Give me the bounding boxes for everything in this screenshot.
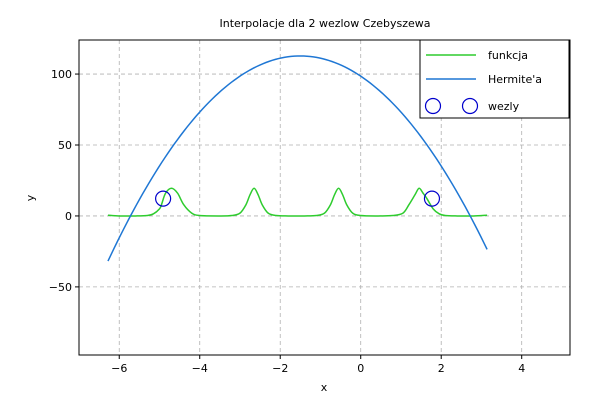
ticks: −6 −4 −2 0 2 4 −50 0 50 100 (49, 68, 525, 375)
x-tick-label: 2 (438, 362, 445, 375)
y-axis-label: y (24, 194, 37, 201)
series-line-hermite (107, 55, 488, 262)
legend-marker (424, 97, 442, 115)
chart-title: Interpolacje dla 2 wezlow Czebyszewa (219, 17, 430, 30)
y-tick-label: 50 (58, 139, 72, 152)
legend-label: funkcja (488, 49, 528, 62)
x-axis-label: x (321, 381, 328, 394)
x-tick-label: 4 (518, 362, 525, 375)
y-tick-label: 100 (51, 68, 72, 81)
node-marker (155, 190, 172, 207)
node-marker (423, 190, 441, 207)
y-tick-label: −50 (49, 281, 72, 294)
legend-label: wezly (488, 100, 520, 113)
x-tick-label: −6 (111, 362, 127, 375)
x-tick-label: −2 (272, 362, 288, 375)
series-line-funkcja (107, 187, 488, 217)
legend-marker (461, 97, 479, 115)
legend-label: Hermite'a (488, 73, 542, 86)
x-tick-label: −4 (192, 362, 208, 375)
plot-area (107, 55, 488, 262)
axes-frame (78, 39, 571, 356)
legend: funkcja Hermite'a wezly (419, 39, 570, 119)
x-tick-label: 0 (357, 362, 364, 375)
y-tick-label: 0 (65, 210, 72, 223)
